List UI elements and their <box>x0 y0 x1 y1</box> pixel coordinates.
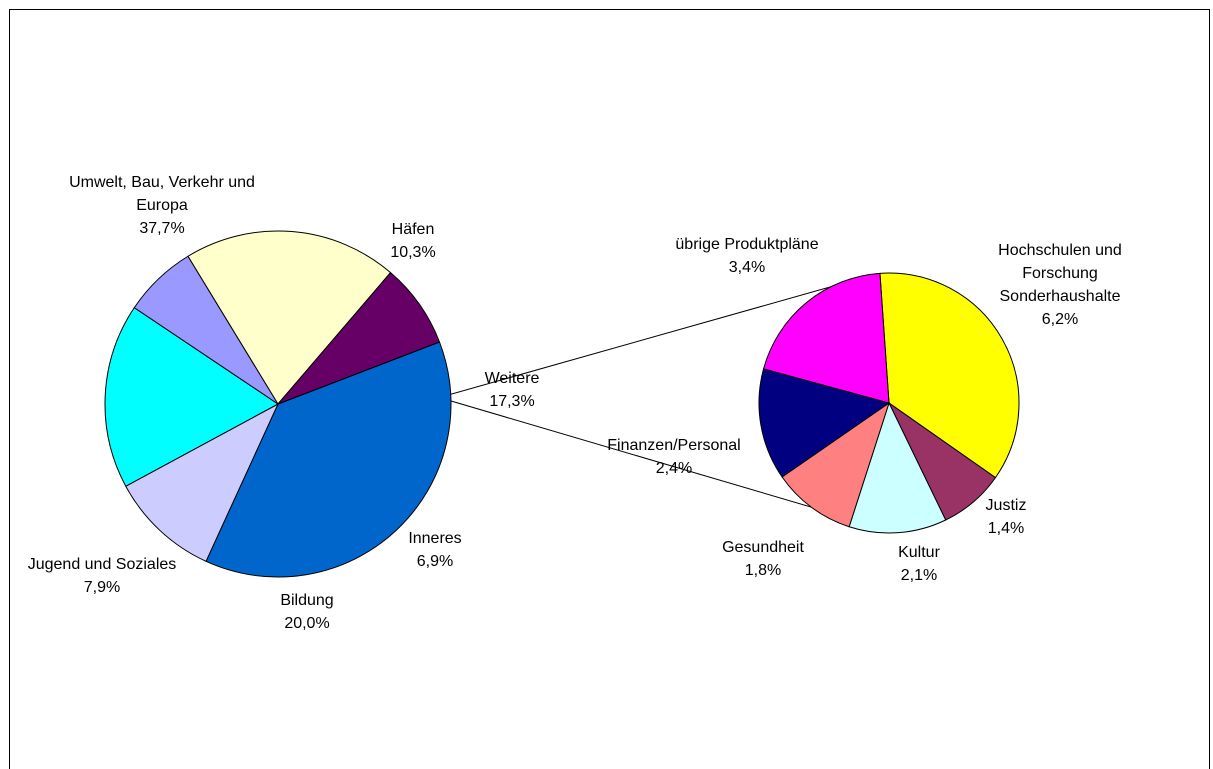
slice-label-jugend-und-soziales: Jugend und Soziales 7,9% <box>28 556 177 596</box>
slice-label-kultur: Kultur 2,1% <box>898 544 940 584</box>
slice-label-hochschulen-und-forschung-sonderhaushalte: Hochschulen und Forschung Sonderhaushalte 6… <box>998 242 1122 328</box>
pie-slice-bildung <box>187 230 392 405</box>
slice-label-uebrige-produktplaene: übrige Produktpläne 3,4% <box>675 236 818 276</box>
pie-slice-uebrige-produktplaene <box>762 272 890 404</box>
slice-label-haefen: Häfen 10,3% <box>390 221 435 261</box>
main-pie <box>104 230 452 578</box>
pie-slice-jugend-und-soziales <box>277 271 441 405</box>
pie-slice-kultur <box>848 401 947 534</box>
secondary-pie <box>758 272 1020 534</box>
slice-label-weitere: Weitere 17,3% <box>485 370 540 410</box>
pie-slice-gesundheit <box>781 401 890 528</box>
slice-label-gesundheit: Gesundheit 1,8% <box>722 539 804 579</box>
pie-slice-hochschulen-und-forschung-sonderhaushalte <box>879 272 1020 479</box>
slice-labels: Umwelt, Bau, Verkehr und Europa 37,7% Häfen… <box>28 174 1122 632</box>
pie-slice-umwelt-bau-verkehr-und-europa <box>205 341 452 578</box>
pie-slice-finanzen-personal <box>758 368 891 478</box>
slice-label-bildung: Bildung 20,0% <box>280 592 333 632</box>
slice-label-finanzen-personal: Finanzen/Personal 2,4% <box>607 437 740 477</box>
pie-slice-weitere <box>104 306 279 487</box>
slice-label-umwelt-bau-verkehr-und-europa: Umwelt, Bau, Verkehr und Europa 37,7% <box>69 174 255 237</box>
pie-slice-haefen <box>125 402 280 562</box>
slice-label-inneres: Inneres 6,9% <box>408 530 461 570</box>
chart-frame <box>9 9 1210 769</box>
slice-label-justiz: Justiz 1,4% <box>986 497 1027 537</box>
